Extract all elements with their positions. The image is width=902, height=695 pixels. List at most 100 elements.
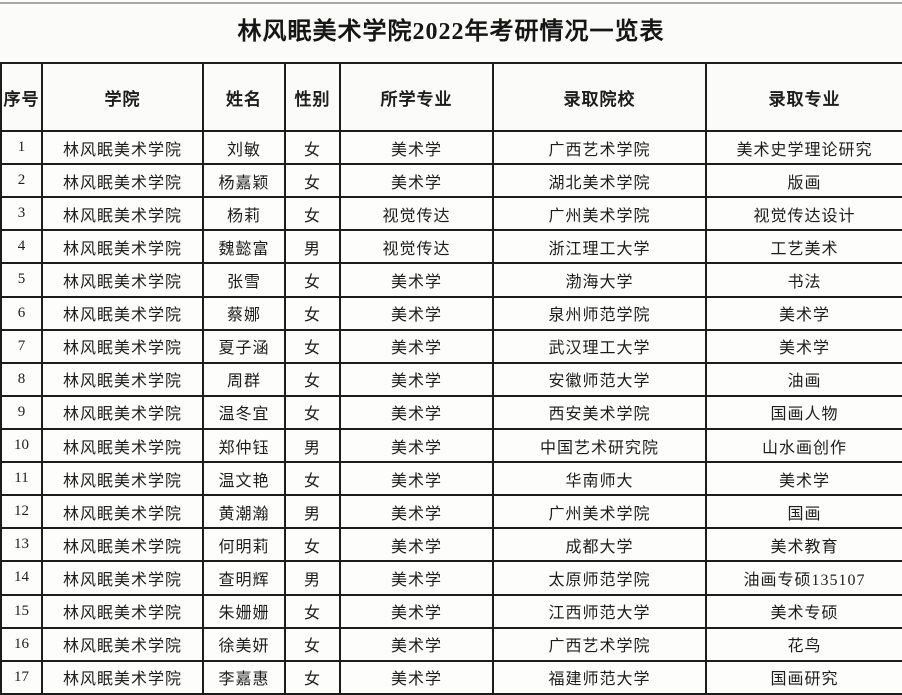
cell-admitted-school: 华南师大 (492, 461, 707, 497)
cell-admitted-major: 美术史学理论研究 (705, 129, 902, 166)
cell-index: 17 (0, 659, 43, 695)
cell-admitted-school: 西安美术学院 (492, 394, 707, 430)
cell-gender: 男 (284, 494, 341, 530)
cell-index: 15 (0, 593, 43, 629)
cell-name: 郑仲钰 (202, 427, 286, 464)
cell-gender: 女 (284, 262, 341, 298)
cell-index: 4 (0, 229, 43, 265)
cell-admitted-major: 山水画创作 (705, 427, 902, 464)
cell-college: 林风眠美术学院 (41, 461, 204, 497)
cell-major-studied: 美术学 (339, 527, 494, 563)
cell-name: 温文艳 (202, 461, 286, 497)
table-row: 13 林风眠美术学院 何明莉女美术学 成都大学 美术教育 (0, 527, 902, 563)
table-row: 5 林风眠美术学院 张雪女美术学 渤海大学 书法 (0, 262, 902, 298)
cell-admitted-school: 武汉理工大学 (492, 328, 707, 364)
cell-index: 9 (0, 394, 43, 430)
table-row: 14 林风眠美术学院 查明辉男美术学 太原师范学院 油画专硕135107 (0, 560, 902, 596)
cell-college: 林风眠美术学院 (41, 626, 204, 662)
cell-index: 1 (0, 129, 43, 166)
cell-admitted-major: 油画 (705, 361, 902, 397)
cell-name: 杨莉 (202, 196, 286, 232)
cell-admitted-major: 花鸟 (705, 626, 902, 662)
page-title: 林风眠美术学院2022年考研情况一览表 (237, 19, 665, 45)
cell-college: 林风眠美术学院 (41, 427, 204, 464)
column-header-admitted-major: 录取专业 (705, 62, 902, 132)
cell-major-studied: 美术学 (339, 295, 494, 331)
cell-index: 14 (0, 560, 43, 596)
cell-college: 林风眠美术学院 (41, 129, 204, 166)
cell-index: 16 (0, 626, 43, 662)
cell-admitted-school: 泉州师范学院 (492, 295, 707, 331)
cell-index: 12 (0, 494, 43, 530)
table-row: 3 林风眠美术学院 杨莉女视觉传达 广州美术学院 视觉传达设计 (0, 196, 902, 232)
cell-college: 林风眠美术学院 (41, 494, 204, 530)
cell-index: 13 (0, 527, 43, 563)
cell-college: 林风眠美术学院 (41, 196, 204, 232)
table-row: 10 林风眠美术学院 郑仲钰男美术学 中国艺术研究院 山水画创作 (0, 427, 902, 464)
cell-college: 林风眠美术学院 (41, 527, 204, 563)
cell-admitted-major: 工艺美术 (705, 229, 902, 265)
cell-index: 10 (0, 427, 43, 464)
cell-gender: 女 (284, 527, 341, 563)
cell-name: 夏子涵 (202, 328, 286, 364)
cell-college: 林风眠美术学院 (41, 163, 204, 199)
column-header-gender: 性别 (284, 62, 341, 132)
cell-college: 林风眠美术学院 (41, 593, 204, 629)
cell-admitted-major: 美术教育 (705, 527, 902, 563)
table-row: 17 林风眠美术学院 李嘉惠女美术学 福建师范大学 国画研究 (0, 659, 902, 695)
cell-college: 林风眠美术学院 (41, 361, 204, 397)
cell-admitted-school: 太原师范学院 (492, 560, 707, 596)
table-row: 12 林风眠美术学院 黄潮瀚男美术学 广州美术学院 国画 (0, 494, 902, 530)
column-header-index: 序号 (0, 62, 43, 132)
cell-major-studied: 美术学 (339, 129, 494, 166)
cell-admitted-major: 国画研究 (705, 659, 902, 695)
cell-admitted-school: 成都大学 (492, 527, 707, 563)
cell-college: 林风眠美术学院 (41, 394, 204, 430)
cell-admitted-major: 视觉传达设计 (705, 196, 902, 232)
table-row: 8 林风眠美术学院 周群女美术学 安徽师范大学 油画 (0, 361, 902, 397)
cell-name: 黄潮瀚 (202, 494, 286, 530)
cell-major-studied: 美术学 (339, 163, 494, 199)
table-row: 2 林风眠美术学院 杨嘉颖女美术学 湖北美术学院 版画 (0, 163, 902, 199)
cell-college: 林风眠美术学院 (41, 659, 204, 695)
table-header-row: 序号 学院 姓名 性别 所学专业 录取院校 录取专业 (0, 62, 902, 132)
column-header-admitted-school: 录取院校 (492, 62, 707, 132)
cell-name: 徐美妍 (202, 626, 286, 662)
column-header-college: 学院 (41, 62, 204, 132)
cell-index: 2 (0, 163, 43, 199)
cell-index: 3 (0, 196, 43, 232)
cell-major-studied: 视觉传达 (339, 196, 494, 232)
cell-major-studied: 美术学 (339, 361, 494, 397)
cell-admitted-major: 版画 (705, 163, 902, 199)
cell-admitted-school: 江西师范大学 (492, 593, 707, 629)
cell-admitted-major: 美术学 (705, 328, 902, 364)
cell-college: 林风眠美术学院 (41, 328, 204, 364)
cell-college: 林风眠美术学院 (41, 262, 204, 298)
cell-gender: 女 (284, 626, 341, 662)
cell-name: 蔡娜 (202, 295, 286, 331)
cell-name: 周群 (202, 361, 286, 397)
table-row: 15 林风眠美术学院 朱姗姗女美术学 江西师范大学 美术专硕 (0, 593, 902, 629)
cell-name: 杨嘉颖 (202, 163, 286, 199)
top-divider (0, 2, 902, 4)
table-row: 9 林风眠美术学院 温冬宜女美术学 西安美术学院 国画人物 (0, 394, 902, 430)
cell-gender: 男 (284, 229, 341, 265)
cell-admitted-school: 广州美术学院 (492, 494, 707, 530)
cell-name: 温冬宜 (202, 394, 286, 430)
cell-gender: 女 (284, 361, 341, 397)
cell-admitted-school: 广州美术学院 (492, 196, 707, 232)
cell-college: 林风眠美术学院 (41, 560, 204, 596)
cell-major-studied: 美术学 (339, 659, 494, 695)
table-row: 1 林风眠美术学院 刘敏女美术学 广西艺术学院 美术史学理论研究 (0, 129, 902, 166)
column-header-major-studied: 所学专业 (339, 62, 494, 132)
cell-index: 7 (0, 328, 43, 364)
table-row: 7 林风眠美术学院 夏子涵女美术学 武汉理工大学 美术学 (0, 328, 902, 364)
table-header: 序号 学院 姓名 性别 所学专业 录取院校 录取专业 (0, 62, 902, 132)
cell-index: 5 (0, 262, 43, 298)
cell-gender: 女 (284, 394, 341, 430)
cell-gender: 女 (284, 196, 341, 232)
table-body: 1 林风眠美术学院 刘敏女美术学 广西艺术学院 美术史学理论研究 2 林风眠美术学院 杨嘉颖女… (0, 129, 902, 695)
cell-name: 何明莉 (202, 527, 286, 563)
cell-name: 魏懿富 (202, 229, 286, 265)
cell-major-studied: 美术学 (339, 494, 494, 530)
